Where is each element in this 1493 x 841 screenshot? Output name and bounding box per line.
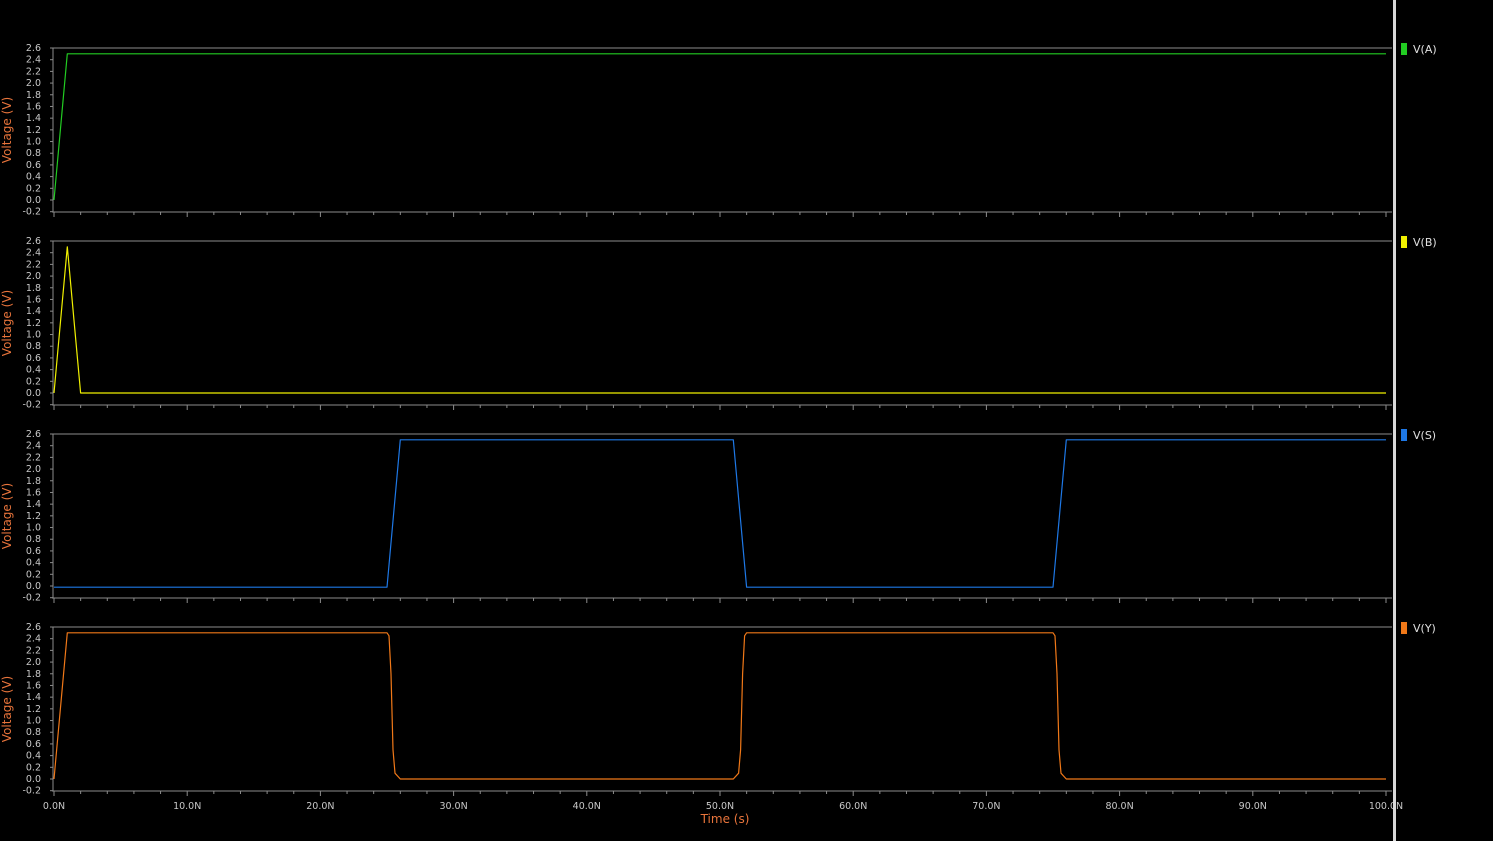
- y-tick-label: 0.6: [26, 353, 41, 364]
- y-tick-label: 0.2: [26, 762, 41, 773]
- y-tick-label: 0.4: [26, 365, 41, 376]
- y-axis-label-3: Voltage (V): [0, 434, 14, 598]
- y-tick-label: 1.4: [26, 306, 41, 317]
- y-tick-label: 1.8: [26, 476, 41, 487]
- x-tick-label: 80.0N: [1105, 801, 1133, 812]
- y-tick-label: 1.0: [26, 523, 41, 534]
- y-tick-label: 2.0: [26, 271, 41, 282]
- x-tick-label: 20.0N: [306, 801, 334, 812]
- legend-item-v-b[interactable]: V(B): [1401, 235, 1437, 249]
- series-line-vs: [54, 440, 1386, 587]
- x-tick-label: 100.0N: [1369, 801, 1403, 812]
- y-tick-label: 2.6: [26, 622, 41, 633]
- y-tick-label: 2.6: [26, 429, 41, 440]
- legend-item-v-s[interactable]: V(S): [1401, 428, 1436, 442]
- legend-label-v-s: V(S): [1413, 429, 1436, 442]
- legend-swatch-v-a: [1401, 43, 1407, 55]
- y-tick-label: 0.0: [26, 388, 41, 399]
- y-tick-label: 1.6: [26, 487, 41, 498]
- y-tick-label: 1.6: [26, 101, 41, 112]
- series-line-va: [54, 54, 1386, 200]
- y-tick-label: 0.8: [26, 148, 41, 159]
- y-tick-label: 0.4: [26, 751, 41, 762]
- y-tick-label: 2.4: [26, 248, 41, 259]
- x-tick-label: 50.0N: [706, 801, 734, 812]
- y-tick-label: 2.2: [26, 259, 41, 270]
- series-line-vb: [54, 247, 1386, 393]
- y-tick-label: 0.4: [26, 172, 41, 183]
- y-tick-label: 1.0: [26, 137, 41, 148]
- y-tick-label: 0.2: [26, 569, 41, 580]
- x-tick-label: 70.0N: [972, 801, 1000, 812]
- legend-label-v-y: V(Y): [1413, 622, 1436, 635]
- x-tick-label: 10.0N: [173, 801, 201, 812]
- y-tick-label: -0.2: [22, 400, 41, 411]
- y-tick-label: 1.8: [26, 90, 41, 101]
- y-tick-label: 1.6: [26, 680, 41, 691]
- legend-item-v-a[interactable]: V(A): [1401, 42, 1437, 56]
- y-tick-label: 1.2: [26, 125, 41, 136]
- series-line-vy: [54, 633, 1386, 779]
- legend-label-v-a: V(A): [1413, 43, 1437, 56]
- y-tick-label: 0.8: [26, 727, 41, 738]
- x-tick-label: 40.0N: [573, 801, 601, 812]
- y-tick-label: 0.2: [26, 183, 41, 194]
- y-tick-label: 1.0: [26, 330, 41, 341]
- y-axis-label-2: Voltage (V): [0, 241, 14, 405]
- x-tick-label: 90.0N: [1239, 801, 1267, 812]
- legend-swatch-v-s: [1401, 429, 1407, 441]
- x-tick-label: 60.0N: [839, 801, 867, 812]
- x-axis-label: Time (s): [680, 812, 770, 826]
- panel-divider[interactable]: [1393, 0, 1396, 841]
- y-tick-label: 2.2: [26, 452, 41, 463]
- y-tick-label: 1.4: [26, 692, 41, 703]
- y-tick-label: 2.4: [26, 55, 41, 66]
- y-tick-label: 0.8: [26, 534, 41, 545]
- y-tick-label: 1.4: [26, 499, 41, 510]
- y-tick-label: 2.4: [26, 634, 41, 645]
- y-tick-label: 2.2: [26, 66, 41, 77]
- legend-swatch-v-b: [1401, 236, 1407, 248]
- y-axis-label-1: Voltage (V): [0, 48, 14, 212]
- legend-label-v-b: V(B): [1413, 236, 1437, 249]
- y-tick-label: 2.0: [26, 657, 41, 668]
- y-tick-label: 2.4: [26, 441, 41, 452]
- legend-swatch-v-y: [1401, 622, 1407, 634]
- y-tick-label: 2.0: [26, 78, 41, 89]
- y-tick-label: 0.0: [26, 581, 41, 592]
- y-tick-label: 0.6: [26, 160, 41, 171]
- y-tick-label: 2.2: [26, 645, 41, 656]
- legend-item-v-y[interactable]: V(Y): [1401, 621, 1436, 635]
- y-tick-label: 2.6: [26, 43, 41, 54]
- y-tick-label: 0.0: [26, 195, 41, 206]
- y-tick-label: 0.2: [26, 376, 41, 387]
- y-tick-label: 2.6: [26, 236, 41, 247]
- y-tick-label: 0.4: [26, 558, 41, 569]
- x-tick-label: 0.0N: [43, 801, 65, 812]
- y-tick-label: 0.6: [26, 546, 41, 557]
- y-tick-label: 0.0: [26, 774, 41, 785]
- y-tick-label: 1.0: [26, 716, 41, 727]
- y-tick-label: 2.0: [26, 464, 41, 475]
- y-tick-label: -0.2: [22, 207, 41, 218]
- y-tick-label: 0.8: [26, 341, 41, 352]
- x-tick-label: 30.0N: [439, 801, 467, 812]
- y-tick-label: 1.6: [26, 294, 41, 305]
- y-tick-label: -0.2: [22, 593, 41, 604]
- y-tick-label: 1.2: [26, 318, 41, 329]
- y-tick-label: 1.2: [26, 511, 41, 522]
- y-tick-label: 0.6: [26, 739, 41, 750]
- y-tick-label: 1.4: [26, 113, 41, 124]
- y-axis-label-4: Voltage (V): [0, 627, 14, 791]
- y-tick-label: 1.8: [26, 669, 41, 680]
- y-tick-label: -0.2: [22, 786, 41, 797]
- y-tick-label: 1.2: [26, 704, 41, 715]
- y-tick-label: 1.8: [26, 283, 41, 294]
